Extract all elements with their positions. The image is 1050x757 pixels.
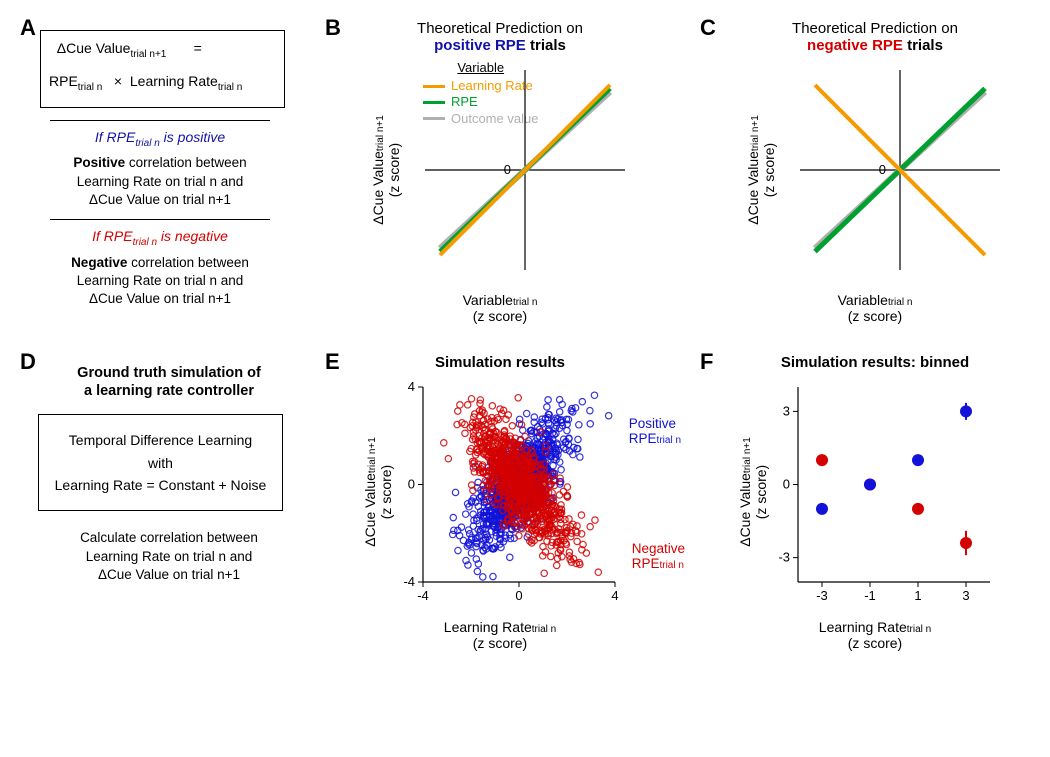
panel-c-xlabel: Variabletrial n (z score): [700, 292, 1050, 324]
panel-c: C Theoretical Prediction on negative RPE…: [700, 20, 1050, 324]
panel-b-xlabel: Variabletrial n (z score): [325, 292, 675, 324]
panel-f: F Simulation results: binned ΔCue Valuet…: [700, 354, 1050, 651]
panel-c-ylabel: ΔCue Valuetrial n+1 (z score): [745, 115, 777, 225]
panel-e: E Simulation results ΔCue Valuetrial n+1…: [325, 354, 675, 651]
svg-text:-3: -3: [778, 550, 790, 565]
panel-c-axes: 0: [745, 60, 1005, 280]
panel-a: A ΔCue Valuetrial n+1 = RPEtrial n × Lea…: [20, 20, 300, 324]
svg-text:3: 3: [783, 403, 790, 418]
cond-pos-text: Positive correlation between Learning Ra…: [20, 154, 300, 209]
figure-grid: A ΔCue Valuetrial n+1 = RPEtrial n × Lea…: [20, 20, 1030, 651]
svg-text:-3: -3: [816, 588, 828, 603]
panel-d-box: Temporal Difference Learning with Learni…: [38, 414, 283, 511]
svg-text:3: 3: [962, 588, 969, 603]
svg-text:0: 0: [515, 588, 522, 603]
panel-d-label: D: [20, 349, 36, 375]
svg-text:0: 0: [783, 477, 790, 492]
equation-box: ΔCue Valuetrial n+1 = RPEtrial n × Learn…: [40, 30, 285, 108]
panel-d-text: Calculate correlation between Learning R…: [38, 529, 300, 584]
panel-f-xlabel: Learning Ratetrial n (z score): [700, 619, 1050, 651]
panel-b-label: B: [325, 15, 341, 41]
panel-e-title: Simulation results: [325, 354, 675, 371]
panel-f-title: Simulation results: binned: [700, 354, 1050, 371]
panel-e-red-label: Negative RPEtrial n: [632, 542, 685, 572]
panel-e-blue-label: Positive RPEtrial n: [629, 417, 681, 447]
svg-text:-4: -4: [417, 588, 429, 603]
svg-text:-4: -4: [403, 574, 415, 589]
svg-text:0: 0: [879, 162, 886, 177]
panel-c-title: Theoretical Prediction on negative RPE t…: [700, 20, 1050, 54]
panel-e-xlabel: Learning Ratetrial n (z score): [325, 619, 675, 651]
divider-2: [50, 219, 270, 220]
svg-text:4: 4: [611, 588, 618, 603]
panel-a-label: A: [20, 15, 36, 41]
panel-f-ylabel: ΔCue Valuetrial n+1 (z score): [737, 437, 769, 547]
eq-dcue: ΔCue Value: [57, 40, 131, 56]
panel-e-ylabel: ΔCue Valuetrial n+1 (z score): [362, 437, 394, 547]
svg-text:0: 0: [408, 477, 415, 492]
panel-b-ylabel: ΔCue Valuetrial n+1 (z score): [370, 115, 402, 225]
panel-e-scatter: -4 0 4 -4 0 4: [365, 377, 635, 612]
panel-f-binned: -3 -1 1 3 -3 0 3: [740, 377, 1010, 612]
panel-d: D Ground truth simulation of a learning …: [20, 354, 300, 651]
panel-c-label: C: [700, 15, 716, 41]
panel-b-title: Theoretical Prediction on positive RPE t…: [325, 20, 675, 54]
panel-d-title: Ground truth simulation of a learning ra…: [38, 364, 300, 400]
panel-e-label: E: [325, 349, 340, 375]
cond-neg-label: If RPEtrial n is negative: [20, 228, 300, 248]
svg-text:1: 1: [914, 588, 921, 603]
cond-neg-text: Negative correlation between Learning Ra…: [20, 254, 300, 309]
divider-1: [50, 120, 270, 121]
panel-b-axes: 0: [370, 60, 630, 280]
panel-b: B Theoretical Prediction on positive RPE…: [325, 20, 675, 324]
svg-text:-1: -1: [864, 588, 876, 603]
cond-pos-label: If RPEtrial n is positive: [20, 129, 300, 149]
panel-f-label: F: [700, 349, 713, 375]
svg-text:4: 4: [408, 379, 415, 394]
svg-text:0: 0: [504, 162, 511, 177]
